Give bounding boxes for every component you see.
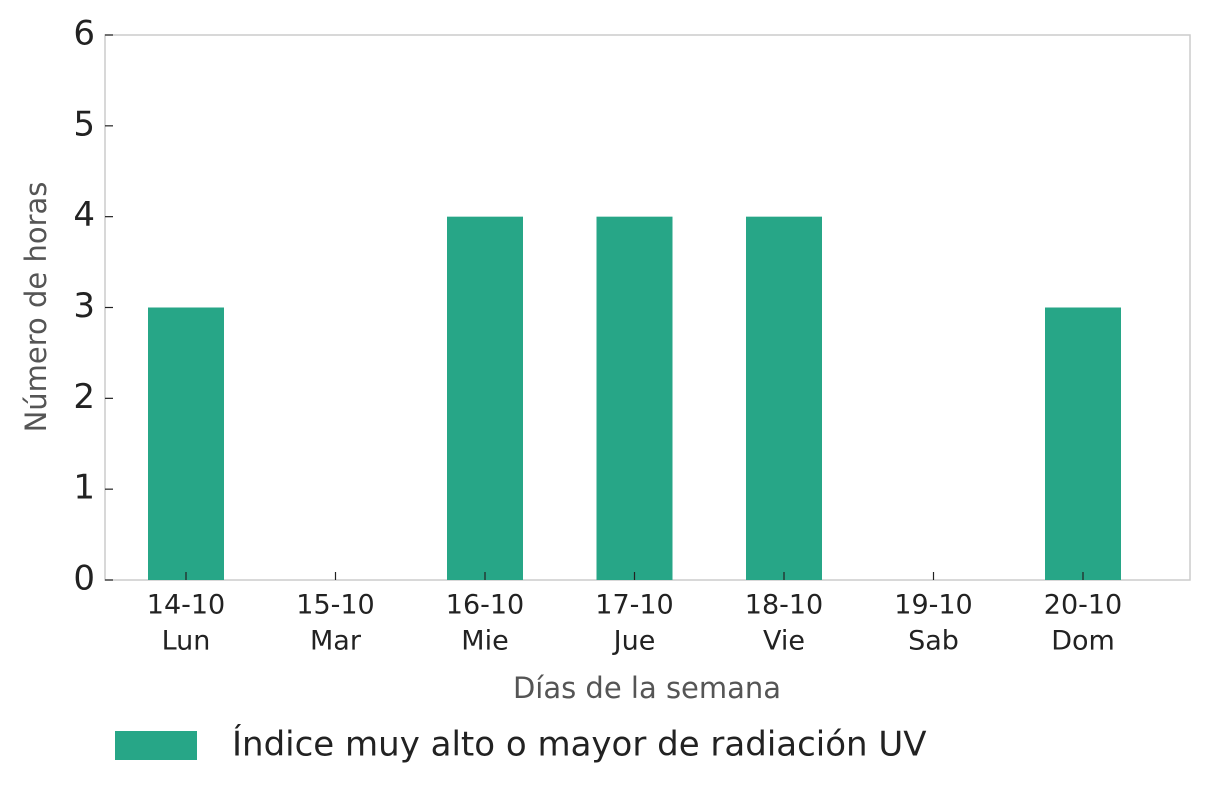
y-tick-label: 3 [73,286,95,326]
x-tick-label: Dom [1051,626,1115,657]
x-axis-label: Días de la semana [513,671,781,705]
x-tick-label: 20-10 [1044,590,1122,621]
x-tick-label: 15-10 [296,590,374,621]
y-tick-label: 6 [73,14,95,54]
bar [596,216,673,580]
y-axis-label: Número de horas [19,182,53,433]
x-tick-label: 18-10 [745,590,823,621]
x-tick-label: Lun [162,626,211,657]
bar [447,216,523,580]
bar [746,216,822,580]
y-tick-label: 2 [73,377,95,417]
x-tick-label: Sab [908,626,959,657]
x-tick-label: Mar [310,626,362,657]
y-tick-label: 5 [73,104,95,144]
y-tick-label: 1 [73,468,95,508]
x-tick-label: 16-10 [446,590,524,621]
bar [148,307,224,580]
x-tick-label: Jue [612,626,656,657]
x-tick-label: Vie [763,626,805,657]
bar [1045,307,1121,580]
y-tick-label: 0 [73,559,95,599]
y-tick-label: 4 [73,195,95,235]
x-tick-label: Mie [461,626,508,657]
x-tick-label: 17-10 [595,590,673,621]
x-tick-label: 19-10 [894,590,972,621]
legend-label: Índice muy alto o mayor de radiación UV [232,724,927,765]
x-tick-label: 14-10 [147,590,225,621]
legend-swatch [115,731,197,760]
